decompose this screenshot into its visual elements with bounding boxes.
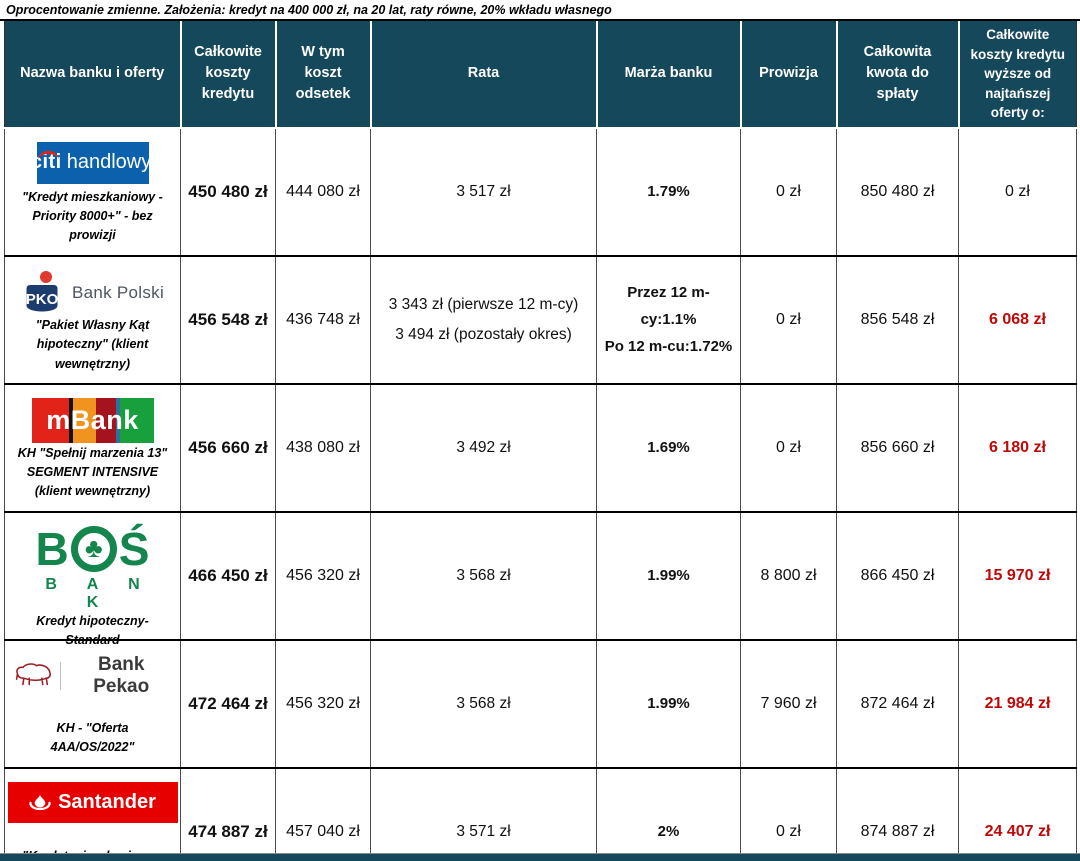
cell-interest-cost: 456 320 zł: [275, 638, 371, 769]
citi-arc-icon: [37, 151, 59, 160]
cell-total-cost: 466 450 zł: [180, 510, 276, 641]
cell-total-cost: 456 660 zł: [180, 382, 276, 513]
header-cell-7: Całkowita kwota do spłaty: [835, 21, 960, 129]
bank-logo: PKO Bank Polski: [21, 270, 164, 316]
leaf-icon: ♣: [70, 525, 117, 572]
santander-logo: Santander: [7, 781, 178, 823]
cell-commission: 0 zł: [740, 382, 837, 513]
cell-bank-margin: 1.79%: [596, 126, 741, 257]
table-row: Santander "Kredyt mieszkaniowy - Select,…: [4, 766, 1077, 861]
cell-cost-difference: 21 984 zł: [958, 638, 1077, 769]
cell-bank-margin: 1.99%: [596, 510, 741, 641]
cell-total-cost: 456 548 zł: [180, 254, 276, 385]
cell-commission: 0 zł: [740, 254, 837, 385]
cell-total-repayment: 872 464 zł: [836, 638, 959, 769]
cell-cost-difference: 15 970 zł: [958, 510, 1077, 641]
table-body: citi handlowy ' "Kredyt mieszkaniowy - Pri…: [4, 126, 1077, 861]
cell-interest-cost: 438 080 zł: [275, 382, 371, 513]
bank-name-cell: citi handlowy ' "Kredyt mieszkaniowy - Pri…: [9, 131, 176, 253]
offer-name: KH - "Oferta 4AA/OS/2022": [50, 721, 135, 755]
bank-name-cell: B ♣ Ś B A N K Kredyt hipoteczny- Standard: [9, 515, 176, 647]
cell-total-repayment: 856 660 zł: [836, 382, 959, 513]
bank-name-cell: mBank KH "Spełnij marzenia 13" SEGMENT I…: [9, 387, 176, 509]
offer-name: Kredyt hipoteczny- Standard: [36, 613, 149, 648]
header-cell-8: Całkowite koszty kredytu wyższe od najta…: [957, 21, 1077, 129]
mbank-logo: mBank: [31, 397, 154, 443]
bos-bank-logo: B ♣ Ś B A N K: [35, 522, 153, 611]
citi-handlowy-logo: citi handlowy ': [31, 141, 154, 184]
cell-installment: 3 568 zł: [370, 510, 597, 641]
cell-total-repayment: 874 887 zł: [836, 766, 959, 861]
cell-total-cost: 472 464 zł: [180, 638, 276, 769]
header-cell-1: Nazwa banku i oferty: [4, 21, 182, 129]
cell-cost-difference: 0 zł: [958, 126, 1077, 257]
flame-icon: [29, 794, 51, 810]
header-cell-4: Rata: [369, 21, 598, 129]
cell-total-cost: 450 480 zł: [180, 126, 276, 257]
bank-logo: mBank: [31, 397, 154, 443]
table-row: citi handlowy ' "Kredyt mieszkaniowy - Pri…: [4, 126, 1077, 257]
pko-moneybox-icon: PKO: [26, 270, 59, 312]
bank-logo: Bank Pekao: [13, 654, 172, 698]
bank-pekao-logo: Bank Pekao: [13, 654, 172, 698]
header-cell-2: Całkowite koszty kredytu: [179, 21, 277, 129]
cell-interest-cost: 436 748 zł: [275, 254, 371, 385]
cell-commission: 7 960 zł: [740, 638, 837, 769]
cell-bank-margin: Przez 12 m-cy:1.1% Po 12 m-cu:1.72%: [596, 254, 741, 385]
bison-icon: [15, 663, 51, 686]
cell-bank-margin: 1.99%: [596, 638, 741, 769]
cell-commission: 0 zł: [740, 766, 837, 861]
offer-name: KH "Spełnij marzenia 13" SEGMENT INTENSI…: [17, 445, 168, 499]
cell-installment: 3 492 zł: [370, 382, 597, 513]
svg-text:PKO: PKO: [26, 291, 59, 308]
header-cell-3: W tym koszt odsetek: [274, 21, 372, 129]
bank-logo: Santander: [7, 781, 178, 823]
cell-total-repayment: 850 480 zł: [836, 126, 959, 257]
cell-installment: 3 343 zł (pierwsze 12 m-cy) 3 494 zł (poz…: [370, 254, 597, 385]
bank-logo: citi handlowy ': [31, 141, 154, 184]
bank-name-cell: Santander "Kredyt mieszkaniowy - Select,…: [7, 771, 178, 861]
cell-installment: 3 571 zł: [370, 766, 597, 861]
next-section-bar: [0, 853, 1080, 861]
assumptions-note: Oprocentowanie zmienne. Założenia: kredy…: [0, 0, 1080, 21]
cell-commission: 0 zł: [740, 126, 837, 257]
cell-installment: 3 568 zł: [370, 638, 597, 769]
cell-interest-cost: 456 320 zł: [275, 510, 371, 641]
cell-bank-margin: 1.69%: [596, 382, 741, 513]
table-row: B ♣ Ś B A N K Kredyt hipoteczny- Standard 4…: [4, 510, 1077, 647]
cell-total-repayment: 856 548 zł: [836, 254, 959, 385]
offer-name: "Pakiet Własny Kąt hipoteczny" (klient w…: [35, 317, 150, 371]
cell-cost-difference: 6 068 zł: [958, 254, 1077, 385]
cell-bank-margin: 2%: [596, 766, 741, 861]
header-cell-6: Prowizja: [739, 21, 838, 129]
table-row: mBank KH "Spełnij marzenia 13" SEGMENT I…: [4, 382, 1077, 513]
cell-installment: 3 517 zł: [370, 126, 597, 257]
table-row: Bank Pekao KH - "Oferta 4AA/OS/2022" 472…: [4, 638, 1077, 769]
cell-commission: 8 800 zł: [740, 510, 837, 641]
pko-bank-polski-logo: PKO Bank Polski: [21, 270, 164, 316]
cell-interest-cost: 444 080 zł: [275, 126, 371, 257]
cell-interest-cost: 457 040 zł: [275, 766, 371, 861]
cell-total-repayment: 866 450 zł: [836, 510, 959, 641]
comparison-table: Nazwa banku i oferty Całkowite koszty kre…: [4, 21, 1077, 861]
cell-cost-difference: 6 180 zł: [958, 382, 1077, 513]
bank-logo: B ♣ Ś B A N K: [13, 522, 172, 612]
cell-cost-difference: 24 407 zł: [958, 766, 1077, 861]
table-row: PKO Bank Polski "Pakiet Własny Kąt hipot…: [4, 254, 1077, 385]
bank-name-cell: PKO Bank Polski "Pakiet Własny Kąt hipot…: [9, 259, 176, 381]
header-cell-5: Marża banku: [595, 21, 742, 129]
citi-wordmark: citi: [30, 151, 62, 174]
header-row: Nazwa banku i oferty Całkowite koszty kre…: [4, 21, 1077, 129]
cell-total-cost: 474 887 zł: [180, 766, 276, 861]
bank-name-cell: Bank Pekao KH - "Oferta 4AA/OS/2022": [9, 643, 176, 765]
offer-name: "Kredyt mieszkaniowy - Priority 8000+" -…: [22, 189, 163, 243]
